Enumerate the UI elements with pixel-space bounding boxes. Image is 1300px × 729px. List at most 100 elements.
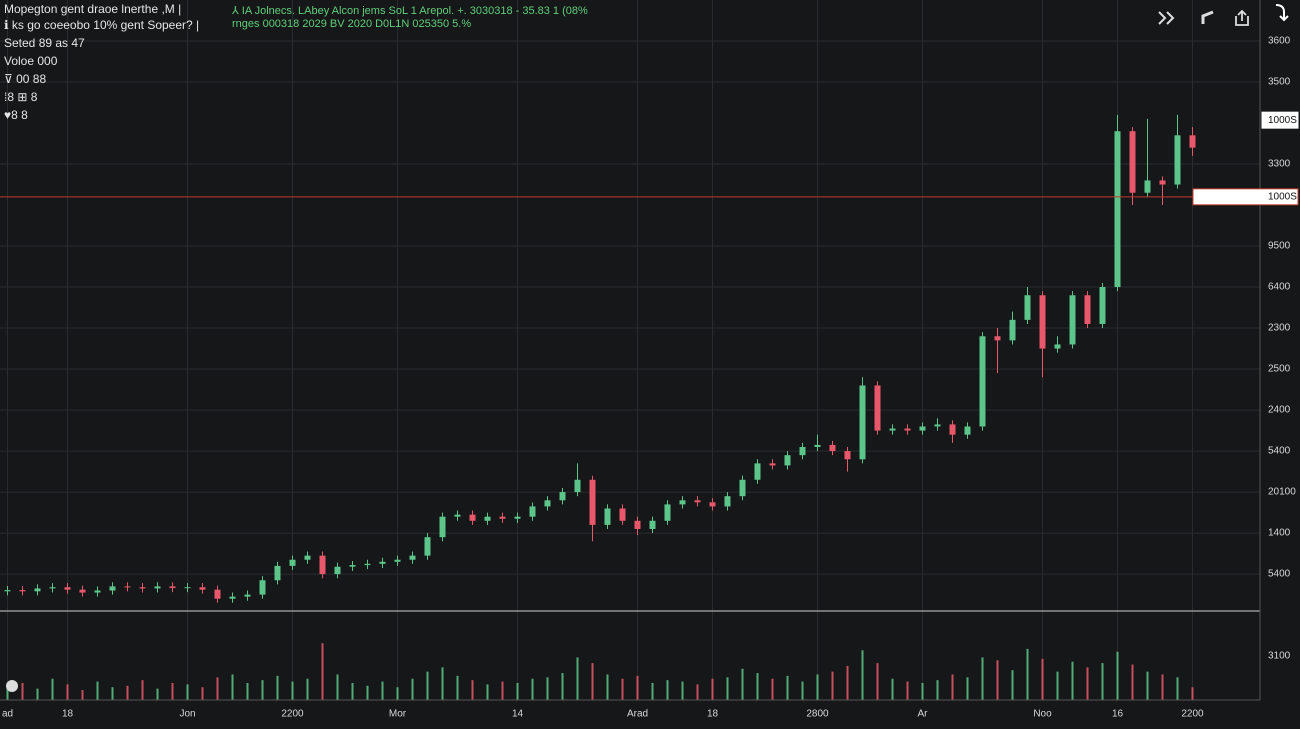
candle-body xyxy=(1069,295,1076,345)
x-tick-label: Noo xyxy=(1033,709,1052,720)
x-tick-label: Mor xyxy=(389,709,407,720)
candle-body xyxy=(259,580,266,595)
y-tick-label: 3600 xyxy=(1268,36,1291,47)
volume-bar xyxy=(1131,664,1134,700)
volume-bar xyxy=(36,688,39,700)
volume-bar xyxy=(141,680,144,700)
candle-body xyxy=(304,555,311,560)
candle-body xyxy=(409,555,416,560)
candle-body xyxy=(529,506,536,517)
volume-bar xyxy=(366,685,369,700)
volume-bar xyxy=(456,675,459,700)
candle-body xyxy=(694,500,701,503)
candle-body xyxy=(1144,180,1151,193)
candle-body xyxy=(649,520,656,529)
candle-body xyxy=(349,565,356,567)
volume-bar xyxy=(1146,671,1149,700)
volume-bar xyxy=(306,678,309,700)
volume-bar xyxy=(246,682,249,700)
volume-bar xyxy=(786,675,789,700)
candle-body xyxy=(754,463,761,480)
legend-line: ⁞8 ⊞ 8 xyxy=(4,90,38,104)
candle-body xyxy=(424,537,431,556)
candle-body xyxy=(1039,295,1046,349)
candle-body xyxy=(619,508,626,521)
volume-bar xyxy=(591,663,594,700)
toolbar-button[interactable] xyxy=(1232,8,1252,28)
volume-bar xyxy=(861,650,864,700)
volume-tick-label: 3100 xyxy=(1268,651,1291,662)
candle-body xyxy=(34,588,41,592)
x-tick-label: Ar xyxy=(918,709,929,720)
candle-body xyxy=(49,587,56,589)
candle-body xyxy=(4,590,11,592)
volume-bar xyxy=(96,681,99,700)
candle-body xyxy=(1129,131,1136,193)
volume-bar xyxy=(876,663,879,700)
toolbar-button[interactable] xyxy=(1272,2,1292,22)
pane-icon[interactable] xyxy=(6,680,18,692)
legend-line: ⊽ 00 88 xyxy=(4,72,47,86)
volume-bar xyxy=(201,687,204,700)
toolbar-button[interactable] xyxy=(1156,8,1176,28)
volume-bar xyxy=(411,678,414,700)
candle-body xyxy=(379,561,386,564)
candle-body xyxy=(979,336,986,427)
candle-body xyxy=(889,428,896,431)
volume-bar xyxy=(576,657,579,700)
candle-body xyxy=(724,496,731,507)
candle-body xyxy=(1159,180,1166,185)
volume-bar xyxy=(966,677,969,700)
volume-bar xyxy=(1086,667,1089,700)
candle-body xyxy=(124,586,131,588)
legend-line: Mopegton gent draoe lnerthe ,M | xyxy=(4,2,182,16)
candle-body xyxy=(1084,295,1091,324)
candle-body xyxy=(334,566,341,575)
volume-bar xyxy=(726,677,729,700)
candle-body xyxy=(289,559,296,566)
volume-bar xyxy=(126,685,129,700)
volume-bar xyxy=(546,677,549,700)
volume-bar xyxy=(486,684,489,700)
volume-bar xyxy=(516,682,519,700)
candle-body xyxy=(859,385,866,460)
volume-bar xyxy=(1176,677,1179,700)
candle-body xyxy=(214,589,221,599)
y-tick-label: 2400 xyxy=(1268,405,1291,416)
volume-bar xyxy=(1011,670,1014,700)
candle-body xyxy=(709,502,716,507)
candle-body xyxy=(604,508,611,525)
volume-bar xyxy=(276,675,279,700)
y-tick-label: 9500 xyxy=(1268,241,1291,252)
candle-body xyxy=(274,565,281,581)
candle-body xyxy=(904,428,911,431)
candle-body xyxy=(439,516,446,538)
volume-bar xyxy=(381,681,384,700)
volume-bar xyxy=(171,682,174,700)
volume-bar xyxy=(816,674,819,700)
candle-body xyxy=(469,514,476,521)
x-tick-label: 18 xyxy=(707,709,719,720)
candle-body xyxy=(799,446,806,456)
candle-body xyxy=(829,444,836,452)
candle-body xyxy=(1054,344,1061,349)
toolbar-button[interactable] xyxy=(1198,8,1218,28)
candle-body xyxy=(229,596,236,599)
volume-bar xyxy=(606,674,609,700)
volume-bar xyxy=(21,682,24,700)
volume-bar xyxy=(651,682,654,700)
candle-body xyxy=(1099,287,1106,324)
candle-body xyxy=(169,586,176,589)
volume-bar xyxy=(1161,674,1164,700)
volume-bar xyxy=(951,674,954,700)
x-tick-label: Jon xyxy=(179,709,195,720)
price-label-box xyxy=(1261,111,1299,129)
legend-line: ℹ ks go coeeobo 10% gent Sopeer? | xyxy=(4,18,200,32)
y-tick-label: 5400 xyxy=(1268,446,1291,457)
candle-body xyxy=(19,590,26,592)
y-tick-label: 3300 xyxy=(1268,159,1291,170)
candle-body xyxy=(199,587,206,590)
candle-body xyxy=(559,492,566,501)
candle-body xyxy=(769,463,776,466)
